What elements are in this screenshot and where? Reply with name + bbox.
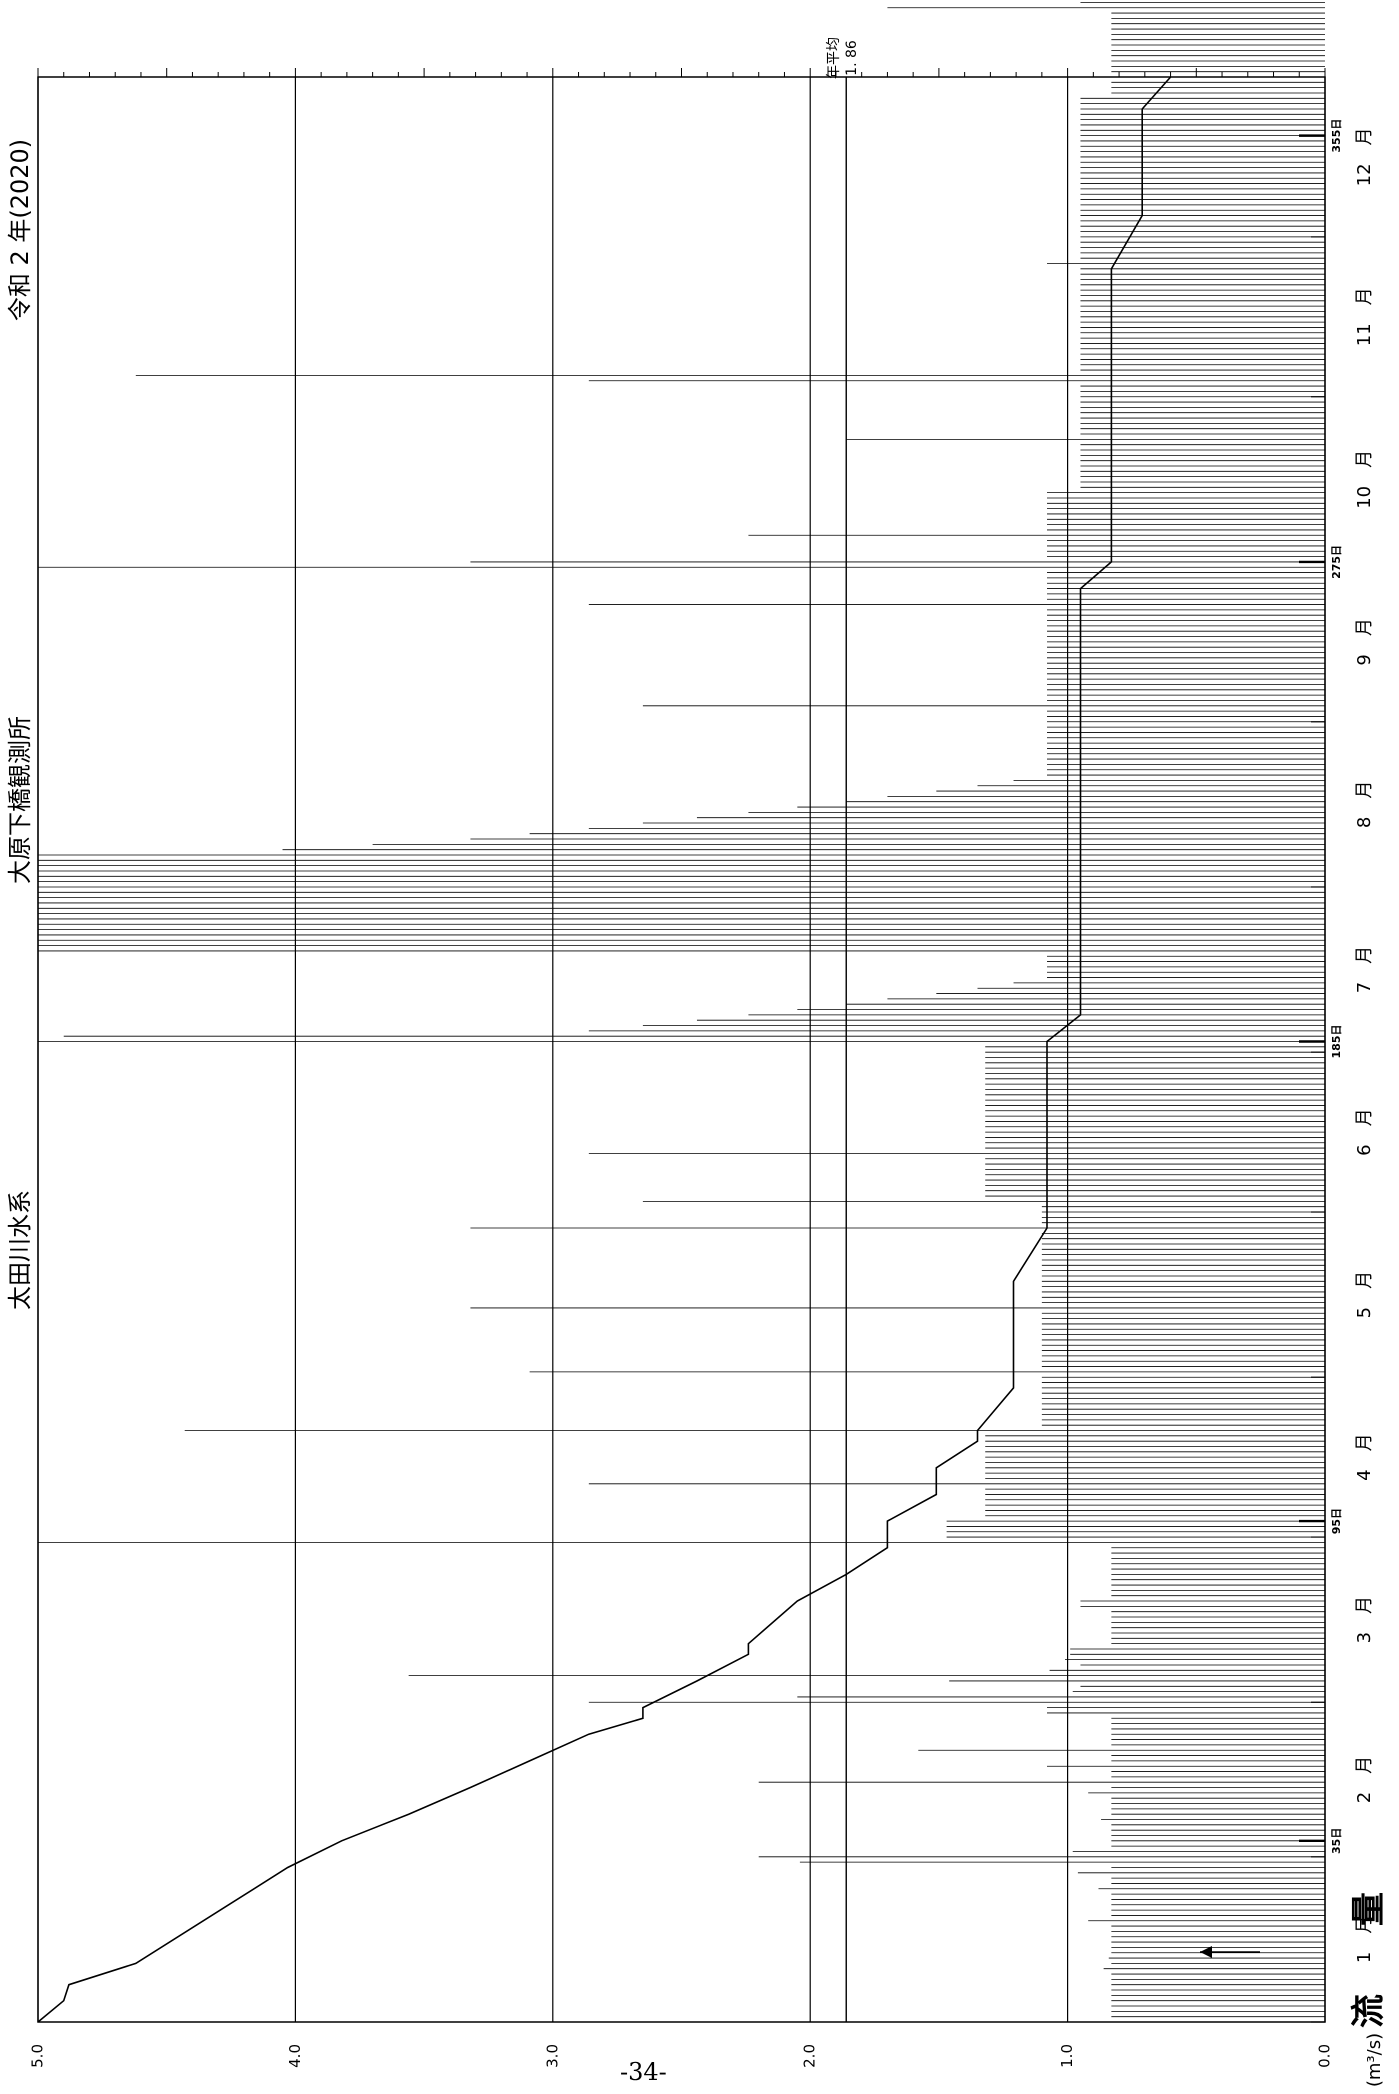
month-label: 2 月 bbox=[1354, 1756, 1375, 1803]
axis-unit-label: (m³/s) bbox=[1364, 2033, 1385, 2087]
month-label: 6 月 bbox=[1354, 1108, 1375, 1155]
day-marker-label: 275日 bbox=[1330, 545, 1343, 579]
axis-arrow-head bbox=[1200, 1946, 1212, 1958]
value-tick-label: 3.0 bbox=[543, 2044, 561, 2068]
day-marker-label: 355日 bbox=[1330, 119, 1343, 153]
annual-mean-value-label: 1. 86 bbox=[844, 40, 860, 76]
chart-title-left: 太田川水系 bbox=[6, 1190, 34, 1310]
month-label: 4 月 bbox=[1354, 1433, 1375, 1480]
chart-title-center: 大原下橋観測所 bbox=[6, 716, 34, 884]
annual-mean-label: 年平均 bbox=[826, 37, 842, 79]
value-tick-label: 0.0 bbox=[1316, 2044, 1334, 2068]
month-label: 3 月 bbox=[1354, 1596, 1375, 1643]
month-label: 1 月 bbox=[1354, 1916, 1375, 1963]
month-label: 10 月 bbox=[1354, 450, 1375, 509]
day-marker-label: 35日 bbox=[1330, 1828, 1343, 1854]
day-marker-label: 185日 bbox=[1330, 1025, 1343, 1059]
value-tick-label: 4.0 bbox=[286, 2044, 304, 2068]
day-marker-label: 95日 bbox=[1330, 1508, 1343, 1534]
value-tick-label: 1.0 bbox=[1058, 2044, 1076, 2068]
month-label: 11 月 bbox=[1354, 287, 1375, 346]
flow-duration-curve bbox=[37, 76, 1172, 2023]
page-number: -34- bbox=[620, 2058, 667, 2086]
value-tick-label: 5.0 bbox=[29, 2044, 47, 2068]
value-tick-label: 2.0 bbox=[801, 2044, 819, 2068]
axis-label-flow: 流 量 bbox=[1349, 1892, 1389, 2028]
plot-frame bbox=[37, 76, 1326, 2023]
month-label: 9 月 bbox=[1354, 618, 1375, 665]
month-label: 12 月 bbox=[1354, 127, 1375, 186]
month-label: 8 月 bbox=[1354, 781, 1375, 828]
chart-title-right: 令和 2 年(2020) bbox=[6, 139, 34, 321]
month-label: 5 月 bbox=[1354, 1271, 1375, 1318]
month-label: 7 月 bbox=[1354, 946, 1375, 993]
